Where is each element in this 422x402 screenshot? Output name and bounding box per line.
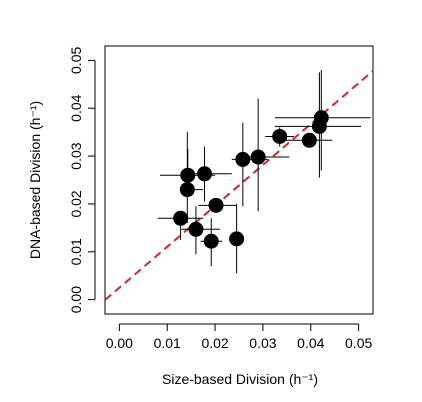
x-tick-label-3: 0.03 [249, 335, 276, 351]
x-tick-label-2: 0.02 [201, 335, 228, 351]
data-point-9 [250, 149, 266, 165]
x-tick-label-0: 0.00 [106, 335, 133, 351]
data-point-5 [203, 233, 219, 249]
data-point-13 [313, 110, 329, 126]
data-point-0 [173, 210, 189, 226]
x-tick-label-5: 0.05 [345, 335, 372, 351]
y-tick-label-2: 0.02 [68, 190, 84, 217]
plot-frame [104, 45, 374, 315]
y-axis-title: DNA-based Division (h⁻¹) [27, 101, 43, 259]
y-tick-label-0: 0.00 [68, 286, 84, 313]
points-layer [173, 110, 329, 249]
data-point-8 [235, 151, 251, 167]
data-point-10 [272, 128, 288, 144]
data-point-1 [179, 182, 195, 198]
x-axis: 0.00 0.01 0.02 0.03 0.04 0.05 [106, 323, 372, 351]
x-tick-label-4: 0.04 [297, 335, 324, 351]
data-point-3 [188, 221, 204, 237]
data-point-2 [180, 167, 196, 183]
y-axis: 0.00 0.01 0.02 0.03 0.04 0.05 [68, 47, 96, 313]
data-point-7 [229, 231, 245, 247]
data-point-11 [301, 132, 317, 148]
y-tick-label-4: 0.04 [68, 94, 84, 121]
fit-line [104, 70, 374, 301]
fit-line-layer [104, 70, 374, 301]
x-tick-label-1: 0.01 [154, 335, 181, 351]
data-point-6 [208, 197, 224, 213]
y-tick-label-5: 0.05 [68, 47, 84, 74]
y-tick-label-3: 0.03 [68, 142, 84, 169]
y-tick-label-1: 0.01 [68, 238, 84, 265]
x-axis-title: Size-based Division (h⁻¹) [162, 371, 318, 387]
data-point-4 [197, 166, 213, 182]
